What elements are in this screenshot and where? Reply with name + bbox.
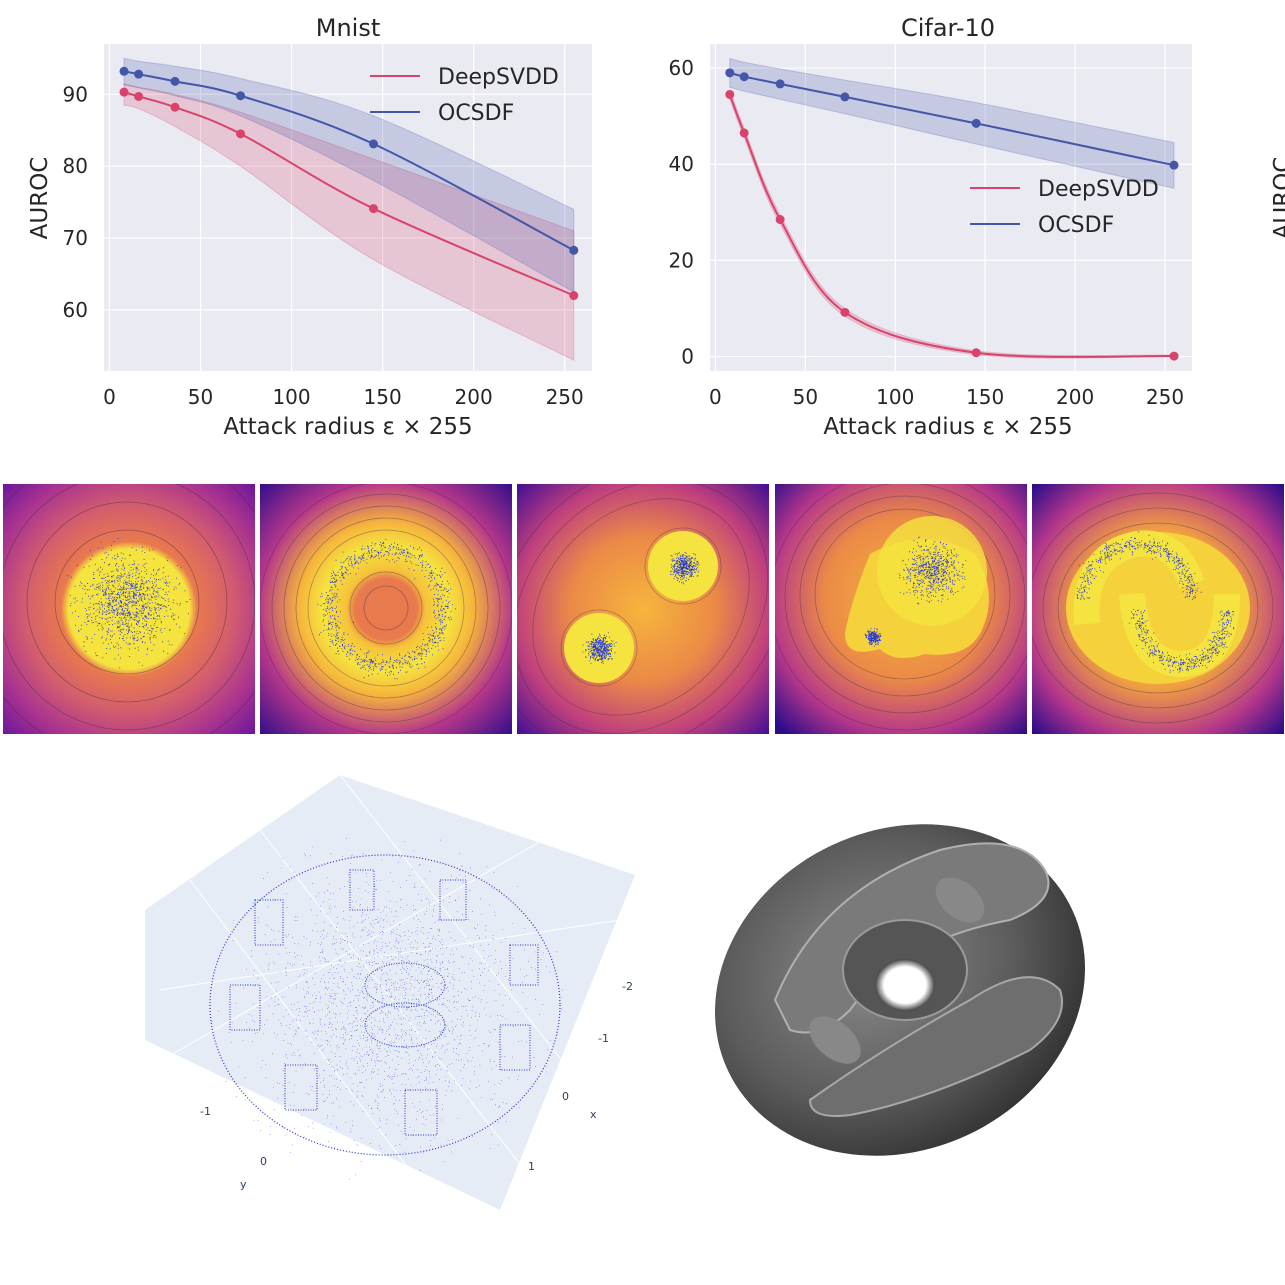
data-point <box>775 215 785 225</box>
cifar-chart-svg: Cifar-10 0 50 100 150 200 250 0 20 40 60 DeepSVDD O… <box>669 14 1285 440</box>
surface-svg <box>715 824 1085 1156</box>
chart-title: Cifar-10 <box>901 14 995 42</box>
x-tick-label: 50 <box>793 385 818 409</box>
legend-label: DeepSVDD <box>438 65 559 90</box>
data-point <box>236 129 246 139</box>
scatter-points <box>1128 609 1235 673</box>
confidence-band <box>123 82 575 362</box>
data-point <box>739 128 749 138</box>
x-tick-label: 100 <box>272 385 310 409</box>
mnist-chart: Mnist 0 50 100 150 200 250 60 70 80 90 DeepSVDD OCS… <box>0 0 640 450</box>
data-point <box>1169 351 1179 361</box>
scatter-points <box>1076 531 1202 600</box>
data-point <box>119 87 129 97</box>
x-tick-label: 150 <box>966 385 1004 409</box>
x-tick-label: 200 <box>1056 385 1094 409</box>
data-point <box>725 89 735 99</box>
y-tick-label: 70 <box>63 226 88 250</box>
y-tick-label: 20 <box>669 248 694 272</box>
confidence-band <box>729 57 1175 189</box>
point-cloud-svg: -2 -1 0 x 1 -1 0 y <box>144 774 635 1211</box>
x-tick-label: 0 <box>709 385 722 409</box>
y-tick-label: 60 <box>63 298 88 322</box>
axis-tick: 1 <box>528 1160 535 1173</box>
mnist-chart-svg: Mnist 0 50 100 150 200 250 60 70 80 90 DeepSVDD OCS… <box>27 14 592 440</box>
y-tick-label: 40 <box>669 152 694 176</box>
y-axis-label: AUROC <box>1270 157 1285 240</box>
data-point <box>840 307 850 317</box>
y-tick-label: 60 <box>669 56 694 80</box>
y-tick-label: 90 <box>63 82 88 106</box>
y-axis-label: AUROC <box>27 157 53 240</box>
y-tick-label: 0 <box>681 345 694 369</box>
chart-title: Mnist <box>316 14 381 42</box>
data-point <box>569 245 579 255</box>
axis-tick: -1 <box>200 1105 211 1118</box>
legend-label: DeepSVDD <box>1038 177 1159 202</box>
heatmap-row <box>0 484 1285 736</box>
axis-tick: -2 <box>622 980 633 993</box>
plot-area <box>104 44 592 371</box>
data-point <box>368 139 378 149</box>
data-point <box>119 66 129 76</box>
heatmap-ring <box>260 484 512 734</box>
x-tick-label: 50 <box>188 385 213 409</box>
x-tick-label: 150 <box>364 385 402 409</box>
data-point <box>170 76 180 86</box>
y-tick-label: 80 <box>63 154 88 178</box>
x-axis-label: Attack radius ε × 255 <box>823 414 1072 440</box>
x-tick-label: 0 <box>103 385 116 409</box>
x-tick-label: 200 <box>455 385 493 409</box>
scatter-points <box>670 552 700 585</box>
data-point <box>170 102 180 112</box>
data-point <box>739 72 749 82</box>
data-point <box>725 68 735 78</box>
heatmap-single-blob <box>3 484 255 734</box>
plot-area <box>710 44 1192 371</box>
data-point <box>134 91 144 101</box>
heatmap-two-moons <box>1032 484 1284 734</box>
axis-tick: 0 <box>562 1090 569 1103</box>
point-cloud-3d: -2 -1 0 x 1 -1 0 y <box>140 770 640 1211</box>
data-point <box>775 79 785 89</box>
axis-tick: -1 <box>598 1032 609 1045</box>
data-point <box>1169 160 1179 170</box>
data-point <box>368 204 378 214</box>
data-point <box>236 91 246 101</box>
scatter-points <box>582 632 617 664</box>
x-tick-label: 250 <box>1146 385 1184 409</box>
x-tick-label: 250 <box>546 385 584 409</box>
x-axis-label: Attack radius ε × 255 <box>223 414 472 440</box>
x-tick-label: 100 <box>876 385 914 409</box>
data-point <box>840 92 850 102</box>
legend-label: OCSDF <box>438 101 514 126</box>
data-point <box>569 291 579 301</box>
data-point <box>134 69 144 79</box>
cifar-chart: Cifar-10 0 50 100 150 200 250 0 20 40 60 DeepSVDD O… <box>640 0 1285 450</box>
axis-title: x <box>590 1108 597 1121</box>
legend-label: OCSDF <box>1038 213 1114 238</box>
heatmap-two-blobs <box>517 484 769 734</box>
heatmap-large-small-blob <box>775 484 1027 734</box>
scatter-points <box>864 628 882 647</box>
data-point <box>971 118 981 128</box>
axis-tick: 0 <box>260 1155 267 1168</box>
axis-title: y <box>240 1178 247 1191</box>
reconstructed-surface <box>700 770 1100 1210</box>
data-point <box>971 348 981 358</box>
